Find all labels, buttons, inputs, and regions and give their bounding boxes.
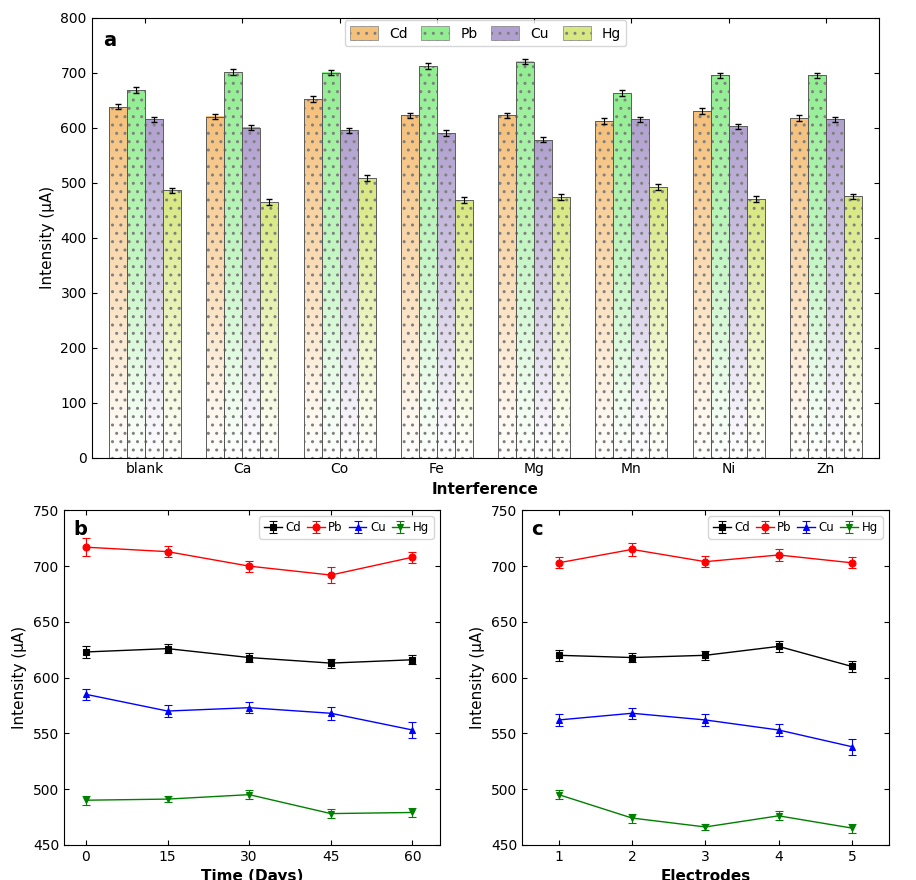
Bar: [516, 62, 534, 458]
Bar: [127, 90, 145, 458]
Bar: [552, 197, 570, 458]
Bar: [419, 66, 437, 458]
Bar: [260, 202, 278, 458]
Bar: [649, 187, 668, 458]
Bar: [614, 93, 631, 458]
Bar: [711, 76, 728, 458]
Bar: [826, 120, 844, 458]
Legend: Cd, Pb, Cu, Hg: Cd, Pb, Cu, Hg: [259, 517, 434, 539]
Y-axis label: Intensity (μA): Intensity (μA): [470, 626, 485, 730]
Text: a: a: [104, 31, 116, 50]
Bar: [243, 128, 260, 458]
Bar: [498, 115, 516, 458]
Bar: [206, 116, 224, 458]
Bar: [614, 93, 631, 458]
Bar: [692, 111, 711, 458]
Bar: [808, 76, 826, 458]
Bar: [534, 140, 552, 458]
Y-axis label: Intensity (μA): Intensity (μA): [39, 186, 55, 290]
Bar: [790, 118, 808, 458]
Bar: [243, 128, 260, 458]
Bar: [790, 118, 808, 458]
Bar: [340, 130, 357, 458]
Bar: [595, 121, 614, 458]
Legend: Cd, Pb, Cu, Hg: Cd, Pb, Cu, Hg: [344, 20, 627, 46]
X-axis label: Interference: Interference: [432, 482, 539, 497]
Bar: [844, 196, 862, 458]
Bar: [109, 106, 127, 458]
Bar: [260, 202, 278, 458]
X-axis label: Electrodes: Electrodes: [660, 869, 750, 880]
Bar: [747, 199, 765, 458]
Bar: [455, 200, 473, 458]
Bar: [437, 133, 455, 458]
Bar: [419, 66, 437, 458]
Bar: [206, 116, 224, 458]
Bar: [552, 197, 570, 458]
Bar: [649, 187, 668, 458]
Bar: [747, 199, 765, 458]
Bar: [692, 111, 711, 458]
Bar: [109, 106, 127, 458]
Bar: [437, 133, 455, 458]
Bar: [595, 121, 614, 458]
Bar: [303, 99, 322, 458]
Legend: Cd, Pb, Cu, Hg: Cd, Pb, Cu, Hg: [708, 517, 883, 539]
Bar: [401, 115, 419, 458]
Bar: [357, 178, 376, 458]
Bar: [322, 72, 340, 458]
Bar: [728, 127, 747, 458]
Bar: [534, 140, 552, 458]
Bar: [127, 90, 145, 458]
Bar: [826, 120, 844, 458]
Bar: [516, 62, 534, 458]
Bar: [145, 120, 163, 458]
Bar: [728, 127, 747, 458]
Bar: [631, 120, 649, 458]
X-axis label: Time (Days): Time (Days): [201, 869, 303, 880]
Bar: [322, 72, 340, 458]
Bar: [844, 196, 862, 458]
Text: c: c: [531, 520, 543, 539]
Bar: [163, 190, 181, 458]
Bar: [455, 200, 473, 458]
Y-axis label: Intensity (μA): Intensity (μA): [12, 626, 27, 730]
Bar: [808, 76, 826, 458]
Bar: [224, 72, 243, 458]
Text: b: b: [73, 520, 87, 539]
Bar: [224, 72, 243, 458]
Bar: [340, 130, 357, 458]
Bar: [711, 76, 728, 458]
Bar: [631, 120, 649, 458]
Bar: [303, 99, 322, 458]
Bar: [401, 115, 419, 458]
Bar: [357, 178, 376, 458]
Bar: [498, 115, 516, 458]
Bar: [163, 190, 181, 458]
Bar: [145, 120, 163, 458]
